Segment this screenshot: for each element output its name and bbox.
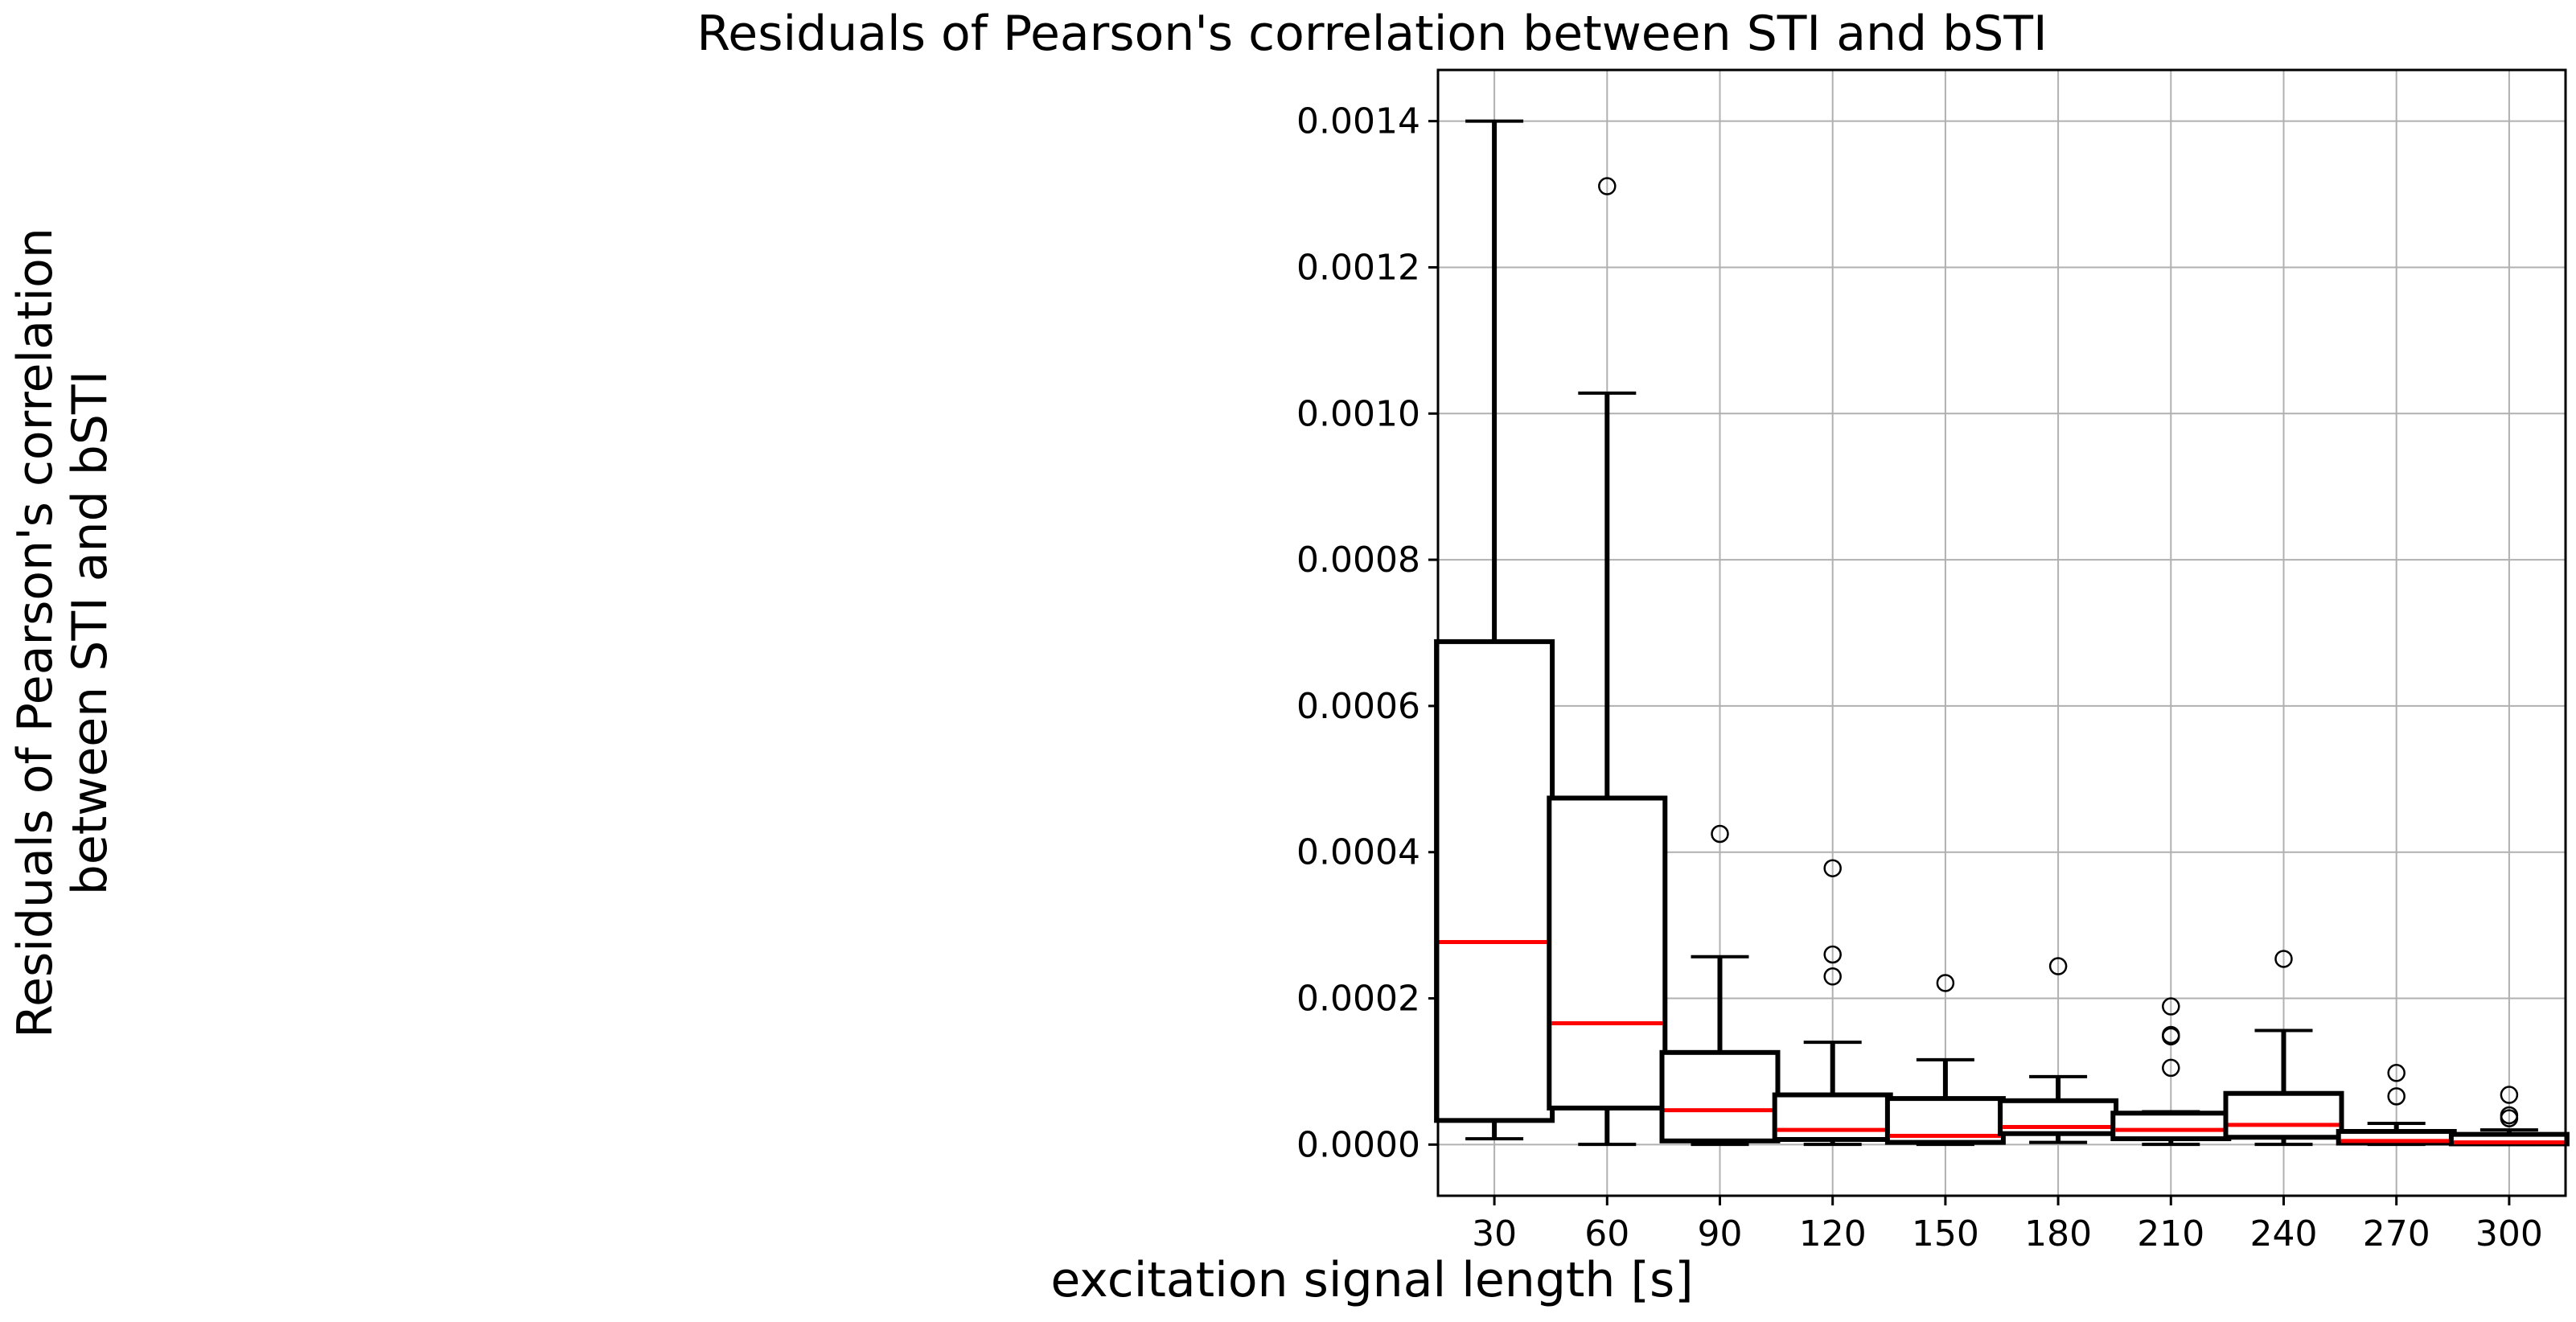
y-tick-label: 0.0012 — [1296, 247, 1420, 288]
chart-title: Residuals of Pearson's correlation betwe… — [696, 6, 2047, 62]
x-tick-label: 270 — [2363, 1213, 2430, 1254]
outlier-point — [2387, 1064, 2405, 1082]
x-tick-label: 210 — [2137, 1213, 2204, 1254]
box-300 — [2448, 1086, 2570, 1147]
box-iqr — [1659, 1049, 1781, 1143]
box-90 — [1659, 824, 1781, 1147]
box-240 — [2223, 950, 2344, 1147]
box-210 — [2110, 997, 2232, 1147]
box-60 — [1547, 177, 1668, 1147]
box-iqr — [2110, 1111, 2232, 1142]
outlier-point — [2162, 1058, 2180, 1078]
x-tick-label: 30 — [1472, 1213, 1517, 1254]
x-tick-label: 150 — [1912, 1213, 1979, 1254]
x-tick-label: 300 — [2475, 1213, 2543, 1254]
box-iqr — [1547, 795, 1668, 1111]
box-iqr — [2223, 1090, 2344, 1140]
outlier-point — [1936, 974, 1955, 992]
x-tick-label: 180 — [2024, 1213, 2092, 1254]
box-iqr — [1434, 638, 1555, 1123]
y-tick-label: 0.0002 — [1296, 979, 1420, 1020]
boxes — [1434, 119, 2570, 1147]
y-tick-label: 0.0008 — [1296, 540, 1420, 581]
axis-ticks: 0.0000 0.0002 0.0004 0.0006 0.0008 0.0010 0.00… — [1296, 101, 2543, 1254]
outlier-point — [2048, 957, 2068, 975]
outlier-point — [1823, 859, 1842, 877]
y-axis-label: Residuals of Pearson's correlation betwe… — [7, 228, 118, 1038]
y-axis-label-line-2: between STI and bSTI — [62, 371, 118, 896]
box-iqr — [1772, 1092, 1893, 1142]
outlier-point — [2387, 1087, 2405, 1106]
plot-frame — [1436, 68, 2567, 1197]
x-tick-label: 240 — [2250, 1213, 2318, 1254]
x-tick-label: 120 — [1799, 1213, 1867, 1254]
y-tick-label: 0.0004 — [1296, 832, 1420, 873]
x-tick-label: 60 — [1584, 1213, 1629, 1254]
y-tick-label: 0.0000 — [1296, 1124, 1420, 1165]
x-tick-label: 90 — [1698, 1213, 1743, 1254]
box-120 — [1772, 859, 1893, 1147]
outlier-point — [2162, 1027, 2180, 1046]
y-axis-label-line-1: Residuals of Pearson's correlation — [7, 228, 64, 1038]
box-180 — [1998, 957, 2119, 1144]
outlier-point — [1598, 177, 1617, 195]
outlier-point — [2500, 1086, 2519, 1104]
outlier-point — [1711, 824, 1729, 844]
outlier-point — [1823, 945, 1842, 964]
y-tick-label: 0.0006 — [1296, 686, 1420, 727]
outlier-point — [2500, 1109, 2519, 1127]
outlier-point — [2274, 950, 2293, 968]
outlier-point — [2162, 997, 2180, 1016]
box-30 — [1434, 119, 1555, 1141]
x-axis-label: excitation signal length [s] — [1050, 1252, 1693, 1308]
outlier-point — [1823, 967, 1842, 986]
box-270 — [2336, 1064, 2457, 1147]
y-tick-label: 0.0014 — [1296, 101, 1420, 142]
y-tick-label: 0.0010 — [1296, 393, 1420, 434]
